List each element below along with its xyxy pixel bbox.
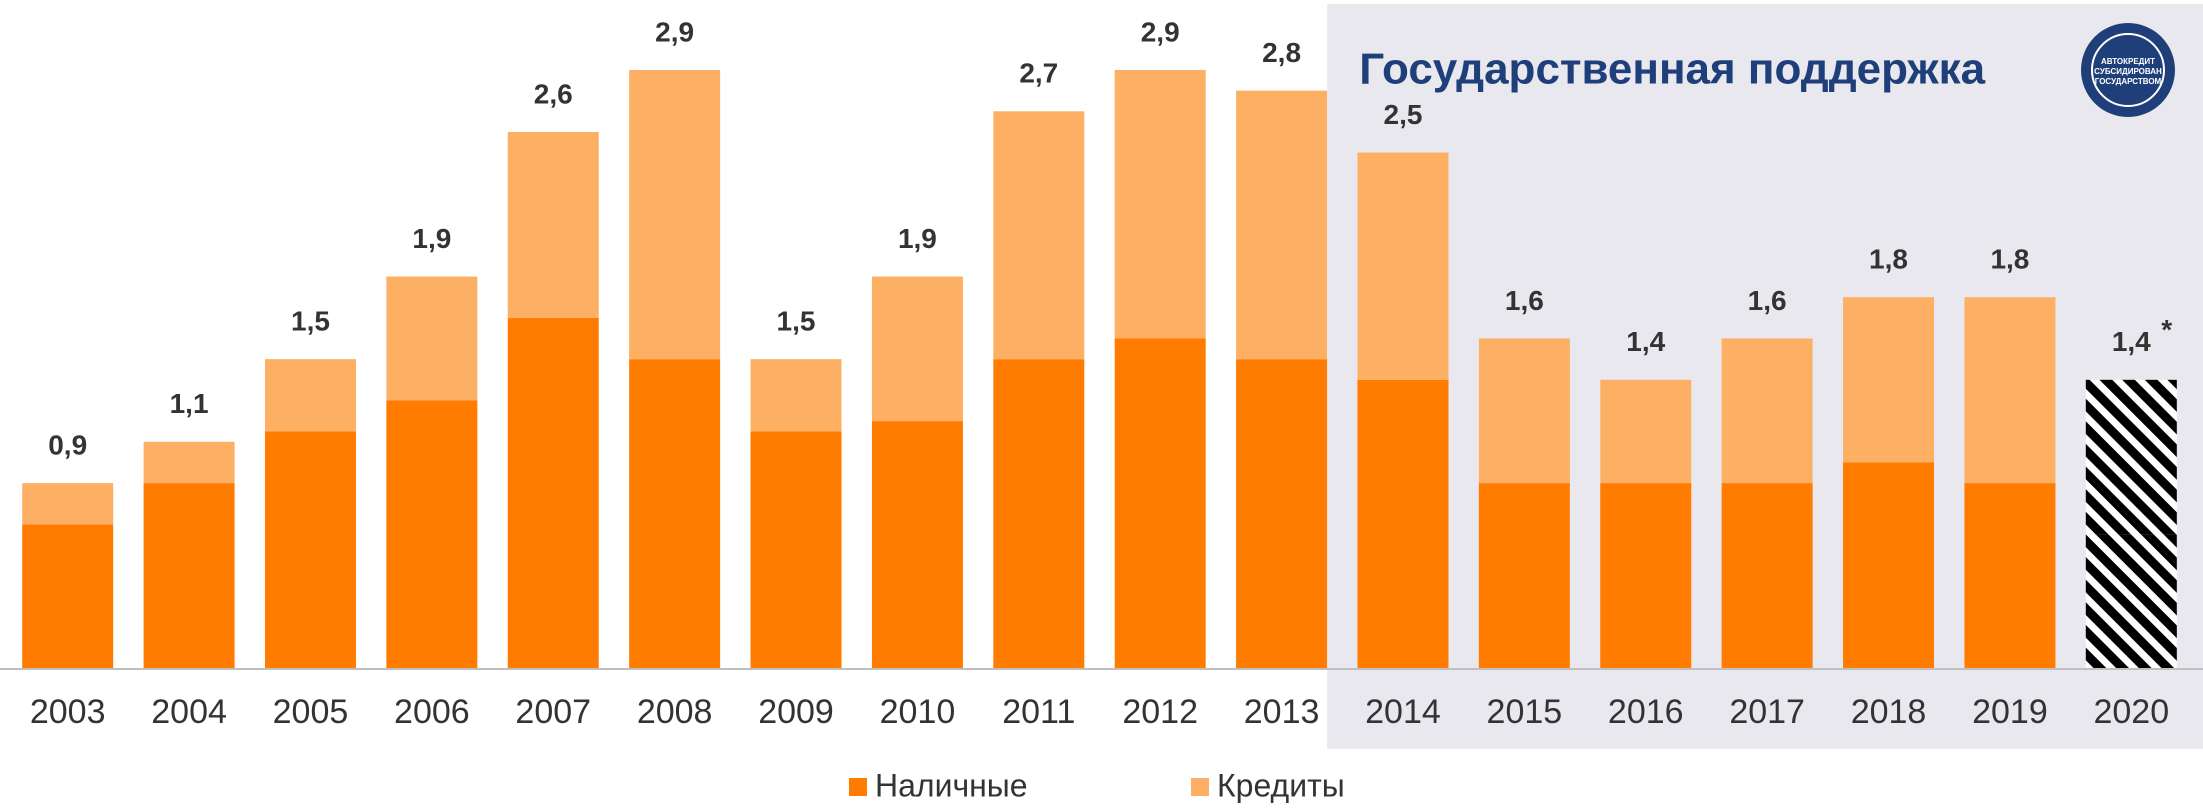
logo-text: СУБСИДИРОВАН <box>2094 67 2162 76</box>
x-tick-label: 2008 <box>637 693 713 731</box>
bar-segment <box>1236 90 1328 360</box>
legend-swatch <box>849 778 867 796</box>
bar-segment <box>264 359 356 432</box>
total-label: 1,5 <box>777 306 816 337</box>
x-tick-label: 2018 <box>1851 693 1927 731</box>
bar-segment <box>1964 297 2056 484</box>
bar-segment <box>1843 462 1935 669</box>
total-label: 1,6 <box>1748 285 1787 316</box>
x-tick-label: 2006 <box>394 693 470 731</box>
total-label: 1,6 <box>1505 285 1544 316</box>
bar-segment <box>629 69 721 360</box>
bar-segment <box>1236 359 1328 669</box>
total-label: 2,9 <box>655 16 694 47</box>
bar-segment <box>871 421 963 669</box>
x-tick-label: 2011 <box>1002 693 1075 731</box>
bar-segment <box>629 359 721 669</box>
logo <box>2081 23 2175 117</box>
x-tick-label: 2004 <box>151 693 227 731</box>
logo-text: АВТОКРЕДИТ <box>2101 57 2155 66</box>
bar-segment <box>386 276 478 401</box>
total-label: 1,8 <box>1869 244 1908 275</box>
x-tick-label: 2009 <box>758 693 834 731</box>
bar-segment <box>750 359 842 432</box>
total-label: 1,5 <box>291 306 330 337</box>
bar-segment <box>993 359 1085 669</box>
bar-segment <box>1843 297 1935 463</box>
label-note: * <box>2161 314 2172 345</box>
x-tick-label: 2014 <box>1365 693 1441 731</box>
total-label: 1,1 <box>170 388 209 419</box>
total-label: 1,4 <box>1626 326 1665 357</box>
total-label: 1,9 <box>898 223 937 254</box>
total-label: 2,8 <box>1262 37 1301 68</box>
bar-segment <box>1721 338 1813 484</box>
bar-segment <box>386 400 478 669</box>
bar-segment <box>143 441 235 484</box>
x-tick-label: 2015 <box>1487 693 1563 731</box>
bar-segment <box>507 317 599 669</box>
bar-segment <box>1114 69 1206 339</box>
bar-segment <box>143 483 235 669</box>
legend-swatch <box>1191 778 1209 796</box>
bar-segment <box>1478 483 1570 669</box>
total-label: 2,6 <box>534 78 573 109</box>
total-label: 0,9 <box>48 429 87 460</box>
bar-segment <box>993 111 1085 360</box>
total-label: 1,9 <box>412 223 451 254</box>
total-label: 2,9 <box>1141 16 1180 47</box>
bar-segment <box>871 276 963 422</box>
bar-segment <box>1721 483 1813 669</box>
bar-segment <box>22 483 114 525</box>
bar-segment <box>507 131 599 318</box>
legend-label: Наличные <box>875 767 1028 803</box>
logo-ring <box>2091 33 2165 107</box>
x-tick-label: 2019 <box>1972 693 2048 731</box>
x-tick-label: 2013 <box>1244 693 1320 731</box>
bar-segment <box>1964 483 2056 669</box>
bar-segment <box>2085 379 2177 535</box>
x-tick-label: 2007 <box>515 693 591 731</box>
highlight-title: Государственная поддержка <box>1359 45 1985 94</box>
total-label: 2,5 <box>1384 99 1423 130</box>
total-label: 2,7 <box>1019 58 1058 89</box>
bar-segment <box>2085 534 2177 669</box>
x-tick-label: 2017 <box>1729 693 1805 731</box>
x-tick-label: 2003 <box>30 693 106 731</box>
bar-segment <box>264 431 356 669</box>
bar-segment <box>1478 338 1570 484</box>
legend-label: Кредиты <box>1217 767 1345 803</box>
bar-segment <box>1357 379 1449 669</box>
x-tick-label: 2012 <box>1122 693 1198 731</box>
x-tick-label: 2010 <box>880 693 956 731</box>
bar-segment <box>750 431 842 669</box>
x-tick-label: 2016 <box>1608 693 1684 731</box>
bar-segment <box>1357 152 1449 380</box>
bar-segment <box>1114 338 1206 669</box>
bar-segment <box>1600 483 1692 669</box>
total-label: 1,4 <box>2112 326 2151 357</box>
bar-segment <box>1600 379 1692 484</box>
x-tick-label: 2020 <box>2093 693 2169 731</box>
logo-text: ГОСУДАРСТВОМ <box>2095 77 2162 86</box>
x-tick-label: 2005 <box>273 693 349 731</box>
total-label: 1,8 <box>1990 244 2029 275</box>
bar-segment <box>22 524 114 669</box>
